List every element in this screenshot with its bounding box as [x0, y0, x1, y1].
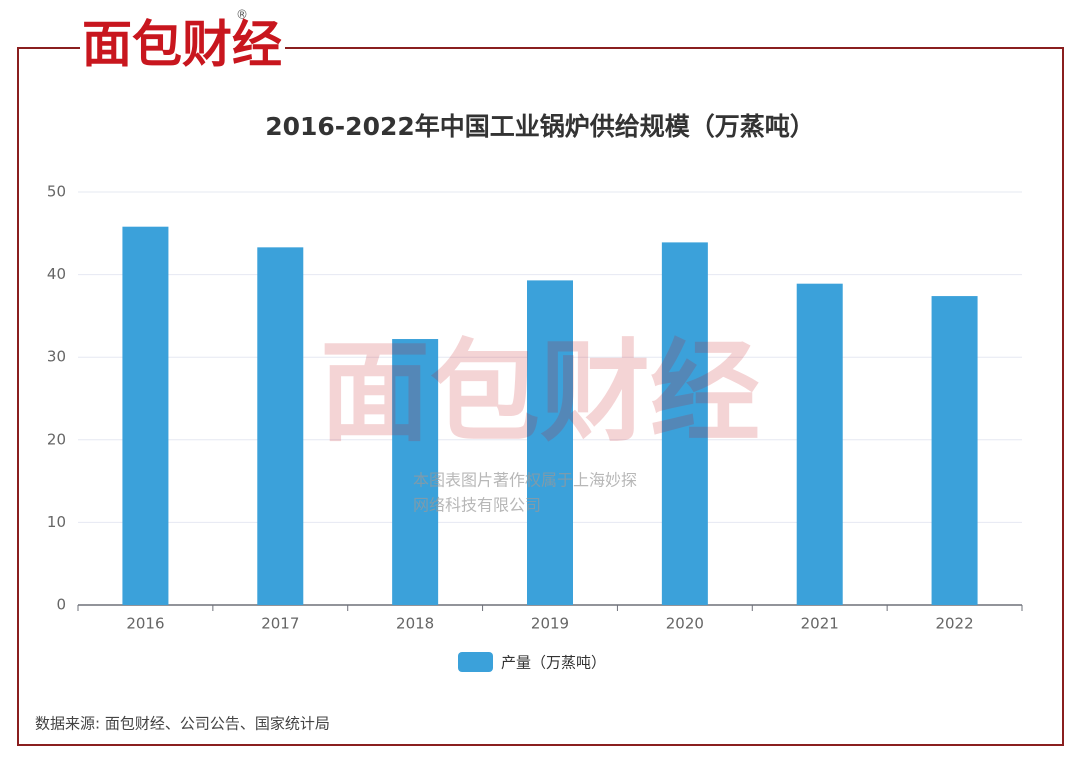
bar — [931, 296, 978, 605]
legend-swatch — [458, 652, 493, 672]
y-tick-label: 0 — [56, 596, 66, 614]
y-tick-label: 20 — [47, 430, 66, 448]
watermark-logo: 面包财经 — [320, 328, 760, 456]
chart-title: 2016-2022年中国工业锅炉供给规模（万蒸吨） — [265, 112, 815, 141]
x-tick-label: 2022 — [935, 615, 973, 633]
y-tick-label: 50 — [47, 183, 66, 201]
x-tick-label: 2016 — [126, 615, 164, 633]
frame — [17, 47, 1064, 746]
source-note: 数据来源: 面包财经、公司公告、国家统计局 — [35, 715, 330, 733]
y-tick-label: 10 — [47, 513, 66, 531]
x-tick-label: 2020 — [666, 615, 704, 633]
frame-border — [17, 47, 1064, 746]
bar — [392, 339, 439, 605]
y-tick-label: 40 — [47, 265, 66, 283]
brand-logo: 面包财经 — [82, 16, 282, 74]
x-tick-label: 2019 — [531, 615, 569, 633]
registered-mark: ® — [236, 8, 248, 22]
bar — [796, 283, 843, 605]
bar — [122, 226, 169, 605]
watermark-text: 网络科技有限公司 — [413, 496, 541, 515]
x-tick-label: 2017 — [261, 615, 299, 633]
legend-label: 产量（万蒸吨） — [501, 654, 606, 672]
watermark-text: 本图表图片著作权属于上海妙探 — [413, 471, 637, 490]
x-tick-label: 2018 — [396, 615, 434, 633]
y-tick-label: 30 — [47, 348, 66, 366]
bar — [257, 247, 304, 606]
x-tick-label: 2021 — [801, 615, 839, 633]
bar — [527, 280, 573, 605]
bar — [661, 242, 708, 606]
